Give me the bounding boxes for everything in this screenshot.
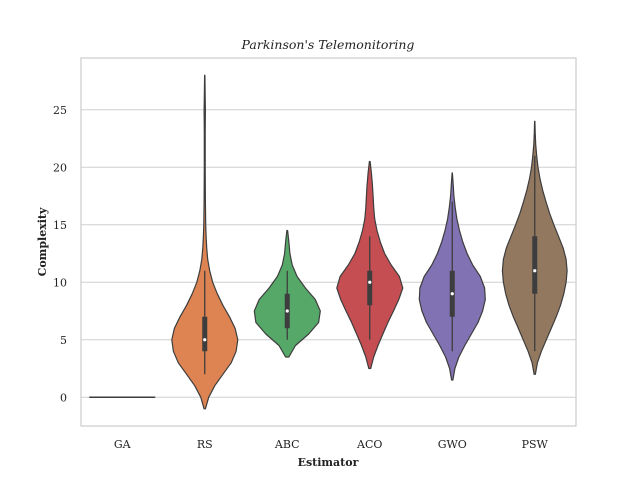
x-axis-label: Estimator <box>298 456 359 469</box>
x-tick-labels: GA RS ABC ACO GWO PSW <box>114 438 549 451</box>
violins <box>89 74 568 410</box>
violin-median-marker <box>533 269 537 273</box>
x-tick-label: ABC <box>274 438 300 451</box>
y-axis-label: Complexity <box>36 207 49 276</box>
y-tick-label: 15 <box>53 219 67 232</box>
violin-rs <box>171 74 239 410</box>
grid-lines <box>81 109 576 398</box>
violin-gwo <box>418 172 486 381</box>
violin-median-marker <box>450 292 454 296</box>
violin-median-marker <box>285 309 289 313</box>
violin-abc <box>253 229 321 358</box>
y-tick-label: 20 <box>53 161 67 174</box>
y-tick-label: 0 <box>60 391 67 404</box>
violin-median-marker <box>368 280 372 284</box>
x-tick-label: GWO <box>438 438 467 451</box>
violin-median-marker <box>203 338 207 342</box>
violin-iqr-box <box>202 316 208 352</box>
x-tick-label: PSW <box>522 438 549 451</box>
y-tick-label: 10 <box>53 276 67 289</box>
violin-iqr-box <box>367 270 373 306</box>
violin-psw <box>501 120 568 375</box>
x-tick-label: GA <box>114 438 132 451</box>
y-tick-labels: 0 5 10 15 20 25 <box>53 104 67 405</box>
x-tick-label: ACO <box>356 438 382 451</box>
plot-frame <box>80 57 577 427</box>
violin-body <box>171 74 239 410</box>
chart-title: Parkinson's Telemonitoring <box>241 37 415 52</box>
violin-aco <box>336 160 404 370</box>
y-tick-label: 25 <box>53 104 67 117</box>
violin-iqr-box <box>532 236 538 294</box>
x-tick-label: RS <box>197 438 213 451</box>
y-tick-label: 5 <box>60 334 67 347</box>
